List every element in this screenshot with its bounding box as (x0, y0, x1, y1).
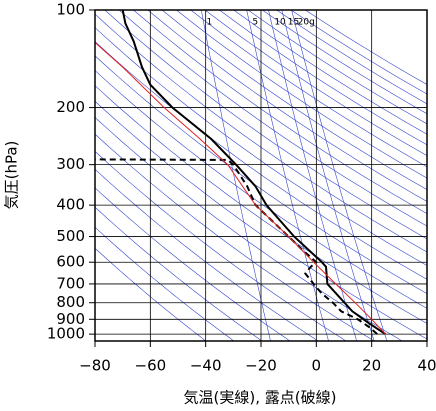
dry-adiabat (95, 168, 319, 341)
dry-adiabat (95, 70, 427, 309)
dry-adiabat (95, 13, 427, 253)
x-tick-label: 40 (417, 357, 436, 375)
mixing-ratio-line (268, 10, 357, 341)
profile-line (121, 10, 387, 335)
mixing-ratio-label: 5 (252, 18, 258, 28)
dry-adiabat (147, 10, 427, 202)
dry-adiabat (95, 116, 403, 341)
y-tick-label: 400 (56, 196, 85, 214)
dry-adiabat (133, 10, 427, 214)
dry-adiabat (104, 10, 427, 240)
dry-adiabat (95, 150, 347, 341)
y-tick-label: 600 (56, 253, 85, 271)
mixing-ratio-line (291, 10, 388, 341)
dry-adiabat (118, 10, 427, 227)
mixing-ratio-label: 15 (288, 18, 299, 28)
dry-adiabat (190, 10, 427, 168)
y-tick-label: 500 (56, 227, 85, 245)
dry-adiabat (219, 10, 427, 146)
dry-adiabat (95, 247, 207, 341)
x-tick-label: −80 (79, 357, 111, 375)
y-tick-label: 700 (56, 274, 85, 292)
dry-adiabat (290, 10, 427, 95)
dry-adiabat (95, 226, 235, 341)
dry-adiabat (95, 55, 427, 294)
profile-line (95, 42, 386, 335)
x-axis-label: 気温(実線), 露点(破線) (184, 389, 337, 407)
y-tick-label: 200 (56, 98, 85, 116)
y-tick-label: 800 (56, 293, 85, 311)
dry-adiabat (95, 41, 427, 280)
y-axis-label: 気圧(hPa) (3, 141, 21, 210)
x-tick-label: 20 (362, 357, 381, 375)
background-lines (95, 10, 427, 341)
x-tick-label: 0 (312, 357, 322, 375)
mixing-ratio-label: 20g (298, 18, 315, 28)
y-tick-label: 100 (56, 1, 85, 19)
mixing-ratio-line (246, 10, 329, 341)
x-tick-label: −20 (245, 357, 277, 375)
y-tick-label: 300 (56, 155, 85, 173)
mixing-ratio-line (201, 10, 271, 341)
dry-adiabat (204, 10, 427, 156)
dry-adiabat (95, 27, 427, 266)
dry-adiabat (176, 10, 427, 179)
dry-adiabat (95, 206, 263, 341)
dry-adiabat (276, 10, 427, 105)
dry-adiabat (95, 133, 375, 341)
dry-adiabat (95, 187, 291, 341)
dry-adiabat (95, 100, 427, 340)
y-tick-label: 900 (56, 310, 85, 328)
dry-adiabat (262, 10, 427, 115)
x-tick-label: −40 (190, 357, 222, 375)
y-tick-label: 1000 (47, 325, 85, 343)
x-tick-label: −60 (135, 357, 167, 375)
profile-line (95, 158, 378, 335)
mixing-ratio-label: 1 (207, 18, 213, 28)
mixing-ratio-label: 10 (274, 18, 286, 28)
plot-area (95, 10, 387, 335)
dry-adiabat (161, 10, 427, 190)
